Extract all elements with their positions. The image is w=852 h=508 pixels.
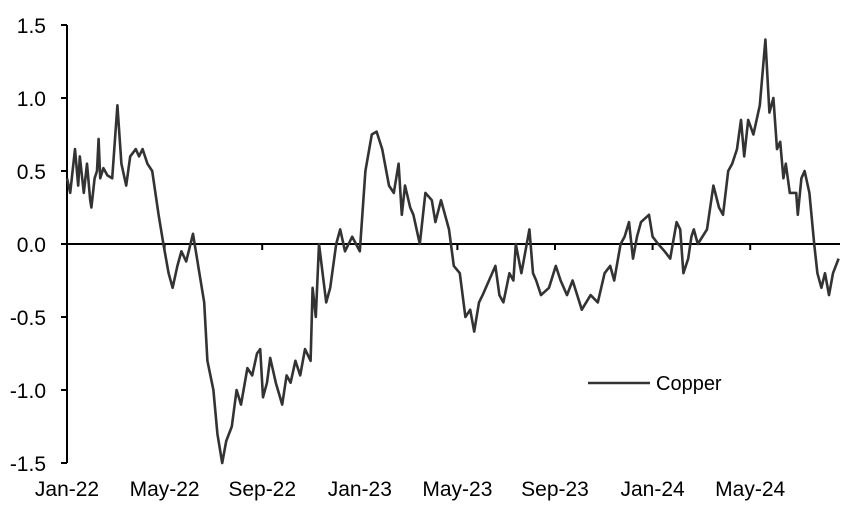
y-tick-label: 1.0 bbox=[17, 88, 46, 111]
series-line-copper bbox=[65, 38, 840, 465]
x-tick-label: Sep-22 bbox=[228, 478, 296, 501]
y-tick-label: -1.5 bbox=[10, 453, 46, 476]
x-tick-label: Jan-23 bbox=[328, 478, 392, 501]
y-tick-label: 0.0 bbox=[17, 234, 46, 257]
x-tick-label: May-22 bbox=[130, 478, 200, 501]
legend: Copper bbox=[588, 373, 722, 395]
legend-label: Copper bbox=[656, 373, 722, 395]
x-tick-label: May-24 bbox=[715, 478, 785, 501]
x-tick-label: May-23 bbox=[422, 478, 492, 501]
y-tick-label: 0.5 bbox=[17, 161, 46, 184]
y-tick-label: -0.5 bbox=[10, 307, 46, 330]
x-tick-label: Jan-24 bbox=[620, 478, 685, 501]
x-axis: Jan-22 May-22 Sep-22 Jan-23 May-23 Sep-23 Jan-… bbox=[35, 244, 786, 501]
y-axis: 1.5 1.0 0.5 0.0 -0.5 -1.0 -1.5 bbox=[10, 15, 67, 476]
x-tick-label: Jan-22 bbox=[35, 478, 99, 501]
x-tick-label: Sep-23 bbox=[521, 478, 589, 501]
y-tick-label: 1.5 bbox=[17, 15, 46, 38]
y-tick-label: -1.0 bbox=[10, 380, 46, 403]
